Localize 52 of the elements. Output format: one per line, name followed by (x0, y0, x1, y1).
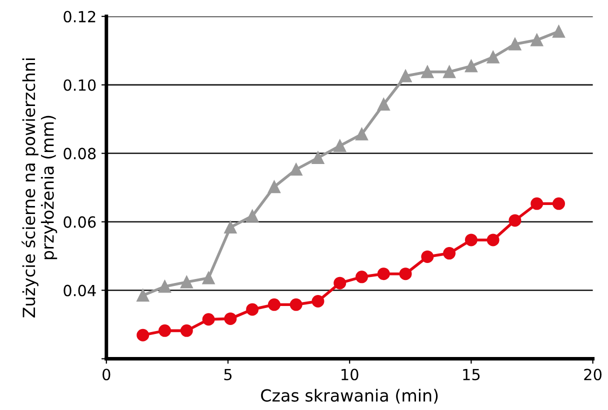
point (180, 324, 193, 337)
point (464, 234, 478, 246)
point (443, 66, 456, 78)
point (268, 180, 280, 194)
point (508, 38, 522, 50)
point (421, 250, 434, 263)
point (136, 328, 150, 342)
x-tick-label: 20 (584, 368, 602, 380)
point (530, 197, 544, 210)
x-tick-label: 10 (342, 368, 358, 380)
point (356, 270, 368, 284)
x-axis-title: Czas skrawania (min) (261, 388, 438, 404)
y-tick-label: 0.06 (64, 216, 96, 228)
point (224, 312, 237, 325)
y-tick-label: 0.10 (64, 79, 96, 91)
y-tick-label: 0.08 (64, 148, 96, 160)
point (552, 25, 565, 38)
point (202, 272, 215, 284)
point (312, 152, 324, 164)
point (552, 197, 565, 210)
x-tick-label: 15 (463, 368, 480, 380)
point (158, 324, 172, 337)
y-axis-title: Zużycie ścierne na powierzchni przyłożenia (mm) (22, 58, 58, 318)
point (246, 210, 259, 222)
point (334, 276, 346, 290)
point (268, 298, 280, 311)
point (421, 66, 434, 78)
point (158, 280, 172, 293)
point (443, 247, 456, 260)
point (356, 128, 368, 140)
x-tick-label: 0 (102, 368, 110, 380)
point (399, 268, 412, 280)
x-tick-label: 5 (224, 368, 232, 380)
point (202, 313, 215, 326)
point (136, 289, 150, 302)
point (246, 303, 259, 316)
point (312, 294, 324, 308)
point (530, 34, 544, 46)
point (290, 163, 302, 176)
point (377, 98, 390, 111)
y-tick-label: 0.12 (64, 10, 96, 22)
point (508, 214, 522, 227)
point (290, 298, 302, 311)
point (377, 268, 390, 280)
point (399, 70, 412, 82)
y-tick-label: 0.04 (64, 284, 96, 296)
point (464, 60, 478, 72)
point (334, 140, 346, 152)
point (486, 50, 500, 64)
point (180, 276, 193, 288)
point (486, 234, 500, 246)
point (224, 221, 237, 234)
